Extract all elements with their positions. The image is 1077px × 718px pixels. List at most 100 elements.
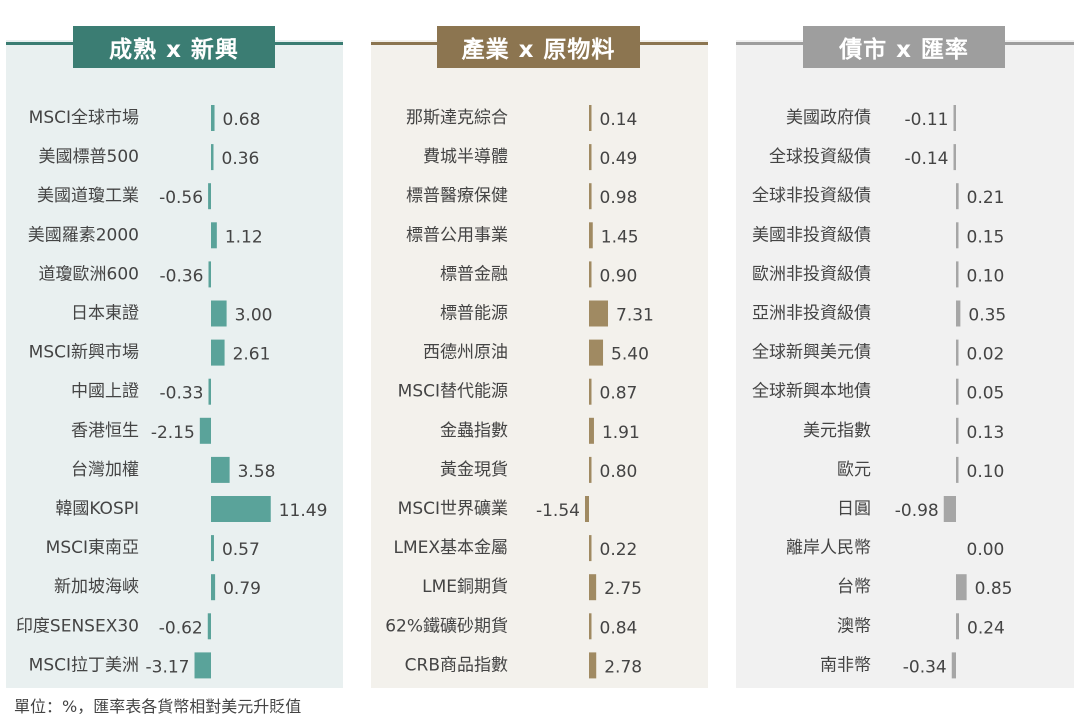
bar bbox=[589, 535, 592, 562]
value-label: 0.57 bbox=[222, 540, 260, 560]
panel-sector-commodity-bg bbox=[371, 40, 708, 688]
bar bbox=[194, 652, 211, 679]
bar bbox=[589, 652, 597, 679]
value-label: 0.13 bbox=[967, 423, 1005, 443]
bar bbox=[589, 144, 592, 171]
category-label: 美國標普500 bbox=[39, 147, 139, 167]
value-label: -2.15 bbox=[151, 423, 195, 443]
bar bbox=[211, 535, 214, 562]
bar bbox=[589, 574, 597, 601]
value-label: 0.79 bbox=[223, 579, 261, 599]
value-label: 0.05 bbox=[967, 384, 1005, 404]
category-label: 62%鐵礦砂期貨 bbox=[385, 616, 508, 636]
value-label: 2.75 bbox=[604, 579, 642, 599]
category-label: 南非幣 bbox=[820, 655, 871, 675]
bar bbox=[211, 105, 215, 131]
category-label: 亞洲非投資級債 bbox=[752, 304, 871, 324]
bar bbox=[956, 456, 959, 483]
category-label: MSCI東南亞 bbox=[46, 538, 139, 558]
bar bbox=[589, 222, 593, 249]
category-label: 日圓 bbox=[837, 499, 871, 519]
bar bbox=[589, 339, 604, 366]
category-label: 標普醫療保健 bbox=[406, 186, 508, 206]
category-label: 台幣 bbox=[837, 577, 871, 597]
panel-mature-emerging-title: 成熟 x 新興 bbox=[73, 26, 275, 68]
category-label: MSCI世界礦業 bbox=[398, 499, 508, 519]
value-label: 0.10 bbox=[967, 266, 1005, 286]
bar bbox=[211, 144, 214, 171]
panel-bond-fx-bg bbox=[736, 40, 1074, 688]
value-label: 0.24 bbox=[967, 618, 1005, 638]
value-label: 1.91 bbox=[602, 423, 640, 443]
bar bbox=[956, 300, 961, 327]
value-label: 5.40 bbox=[611, 345, 649, 365]
value-label: -0.14 bbox=[905, 149, 949, 169]
value-label: 0.00 bbox=[967, 540, 1005, 560]
category-label: 全球投資級債 bbox=[769, 147, 871, 167]
category-label: 費城半導體 bbox=[423, 147, 508, 167]
category-label: CRB商品指數 bbox=[405, 655, 508, 675]
bar bbox=[953, 144, 956, 171]
category-label: 歐洲非投資級債 bbox=[752, 264, 871, 284]
category-label: 那斯達克綜合 bbox=[406, 108, 508, 128]
value-label: 3.00 bbox=[235, 306, 273, 326]
bar bbox=[584, 496, 589, 522]
category-label: 全球新興美元債 bbox=[752, 343, 871, 363]
value-label: 11.49 bbox=[279, 501, 328, 521]
value-label: -0.11 bbox=[905, 110, 949, 130]
bar bbox=[953, 105, 956, 131]
category-label: 美國羅素2000 bbox=[28, 225, 139, 245]
value-label: 0.15 bbox=[967, 227, 1005, 247]
category-label: 台灣加權 bbox=[71, 460, 139, 480]
value-label: 0.22 bbox=[600, 540, 638, 560]
bar bbox=[589, 105, 592, 131]
bar bbox=[956, 261, 959, 288]
value-label: -3.17 bbox=[146, 657, 190, 677]
value-label: -0.34 bbox=[903, 657, 947, 677]
category-label: 印度SENSEX30 bbox=[16, 616, 139, 636]
value-label: -0.98 bbox=[895, 501, 939, 521]
panel-sector-commodity-title: 產業 x 原物料 bbox=[437, 26, 640, 68]
value-label: 0.85 bbox=[975, 579, 1013, 599]
bar bbox=[211, 300, 227, 327]
category-label: 美元指數 bbox=[803, 421, 871, 441]
value-label: 1.12 bbox=[225, 227, 263, 247]
category-label: 香港恒生 bbox=[71, 421, 139, 441]
category-label: 黃金現貨 bbox=[440, 460, 508, 480]
value-label: 0.21 bbox=[967, 188, 1005, 208]
value-label: -1.54 bbox=[536, 501, 580, 521]
value-label: 0.80 bbox=[600, 462, 638, 482]
category-label: LME銅期貨 bbox=[422, 577, 508, 597]
bar bbox=[589, 300, 609, 327]
value-label: 0.68 bbox=[223, 110, 261, 130]
category-label: 歐元 bbox=[837, 460, 871, 480]
value-label: -0.33 bbox=[160, 384, 204, 404]
bar bbox=[589, 261, 592, 288]
value-label: 1.45 bbox=[601, 227, 639, 247]
category-label: 美國道瓊工業 bbox=[37, 186, 139, 206]
bar bbox=[208, 183, 211, 210]
bar bbox=[951, 652, 956, 679]
bar bbox=[199, 417, 211, 444]
bar bbox=[589, 378, 592, 405]
bar bbox=[589, 456, 592, 483]
unit-footnote: 單位：%，匯率表各貨幣相對美元升貶值 bbox=[14, 697, 302, 716]
bar bbox=[211, 456, 230, 483]
value-label: 0.02 bbox=[967, 345, 1005, 365]
category-label: 中國上證 bbox=[71, 382, 139, 402]
value-label: 0.10 bbox=[967, 462, 1005, 482]
category-label: MSCI全球市場 bbox=[29, 108, 139, 128]
bar bbox=[956, 378, 959, 405]
bar bbox=[208, 378, 211, 405]
category-label: LMEX基本金屬 bbox=[393, 538, 508, 558]
category-label: 全球非投資級債 bbox=[752, 186, 871, 206]
value-label: 0.49 bbox=[600, 149, 638, 169]
value-label: 0.87 bbox=[600, 384, 638, 404]
bar bbox=[589, 613, 592, 640]
value-label: 3.58 bbox=[238, 462, 276, 482]
value-label: 2.78 bbox=[604, 657, 642, 677]
value-label: 0.35 bbox=[968, 306, 1006, 326]
value-label: 0.84 bbox=[600, 618, 638, 638]
bar bbox=[956, 222, 959, 249]
bar bbox=[589, 183, 592, 210]
